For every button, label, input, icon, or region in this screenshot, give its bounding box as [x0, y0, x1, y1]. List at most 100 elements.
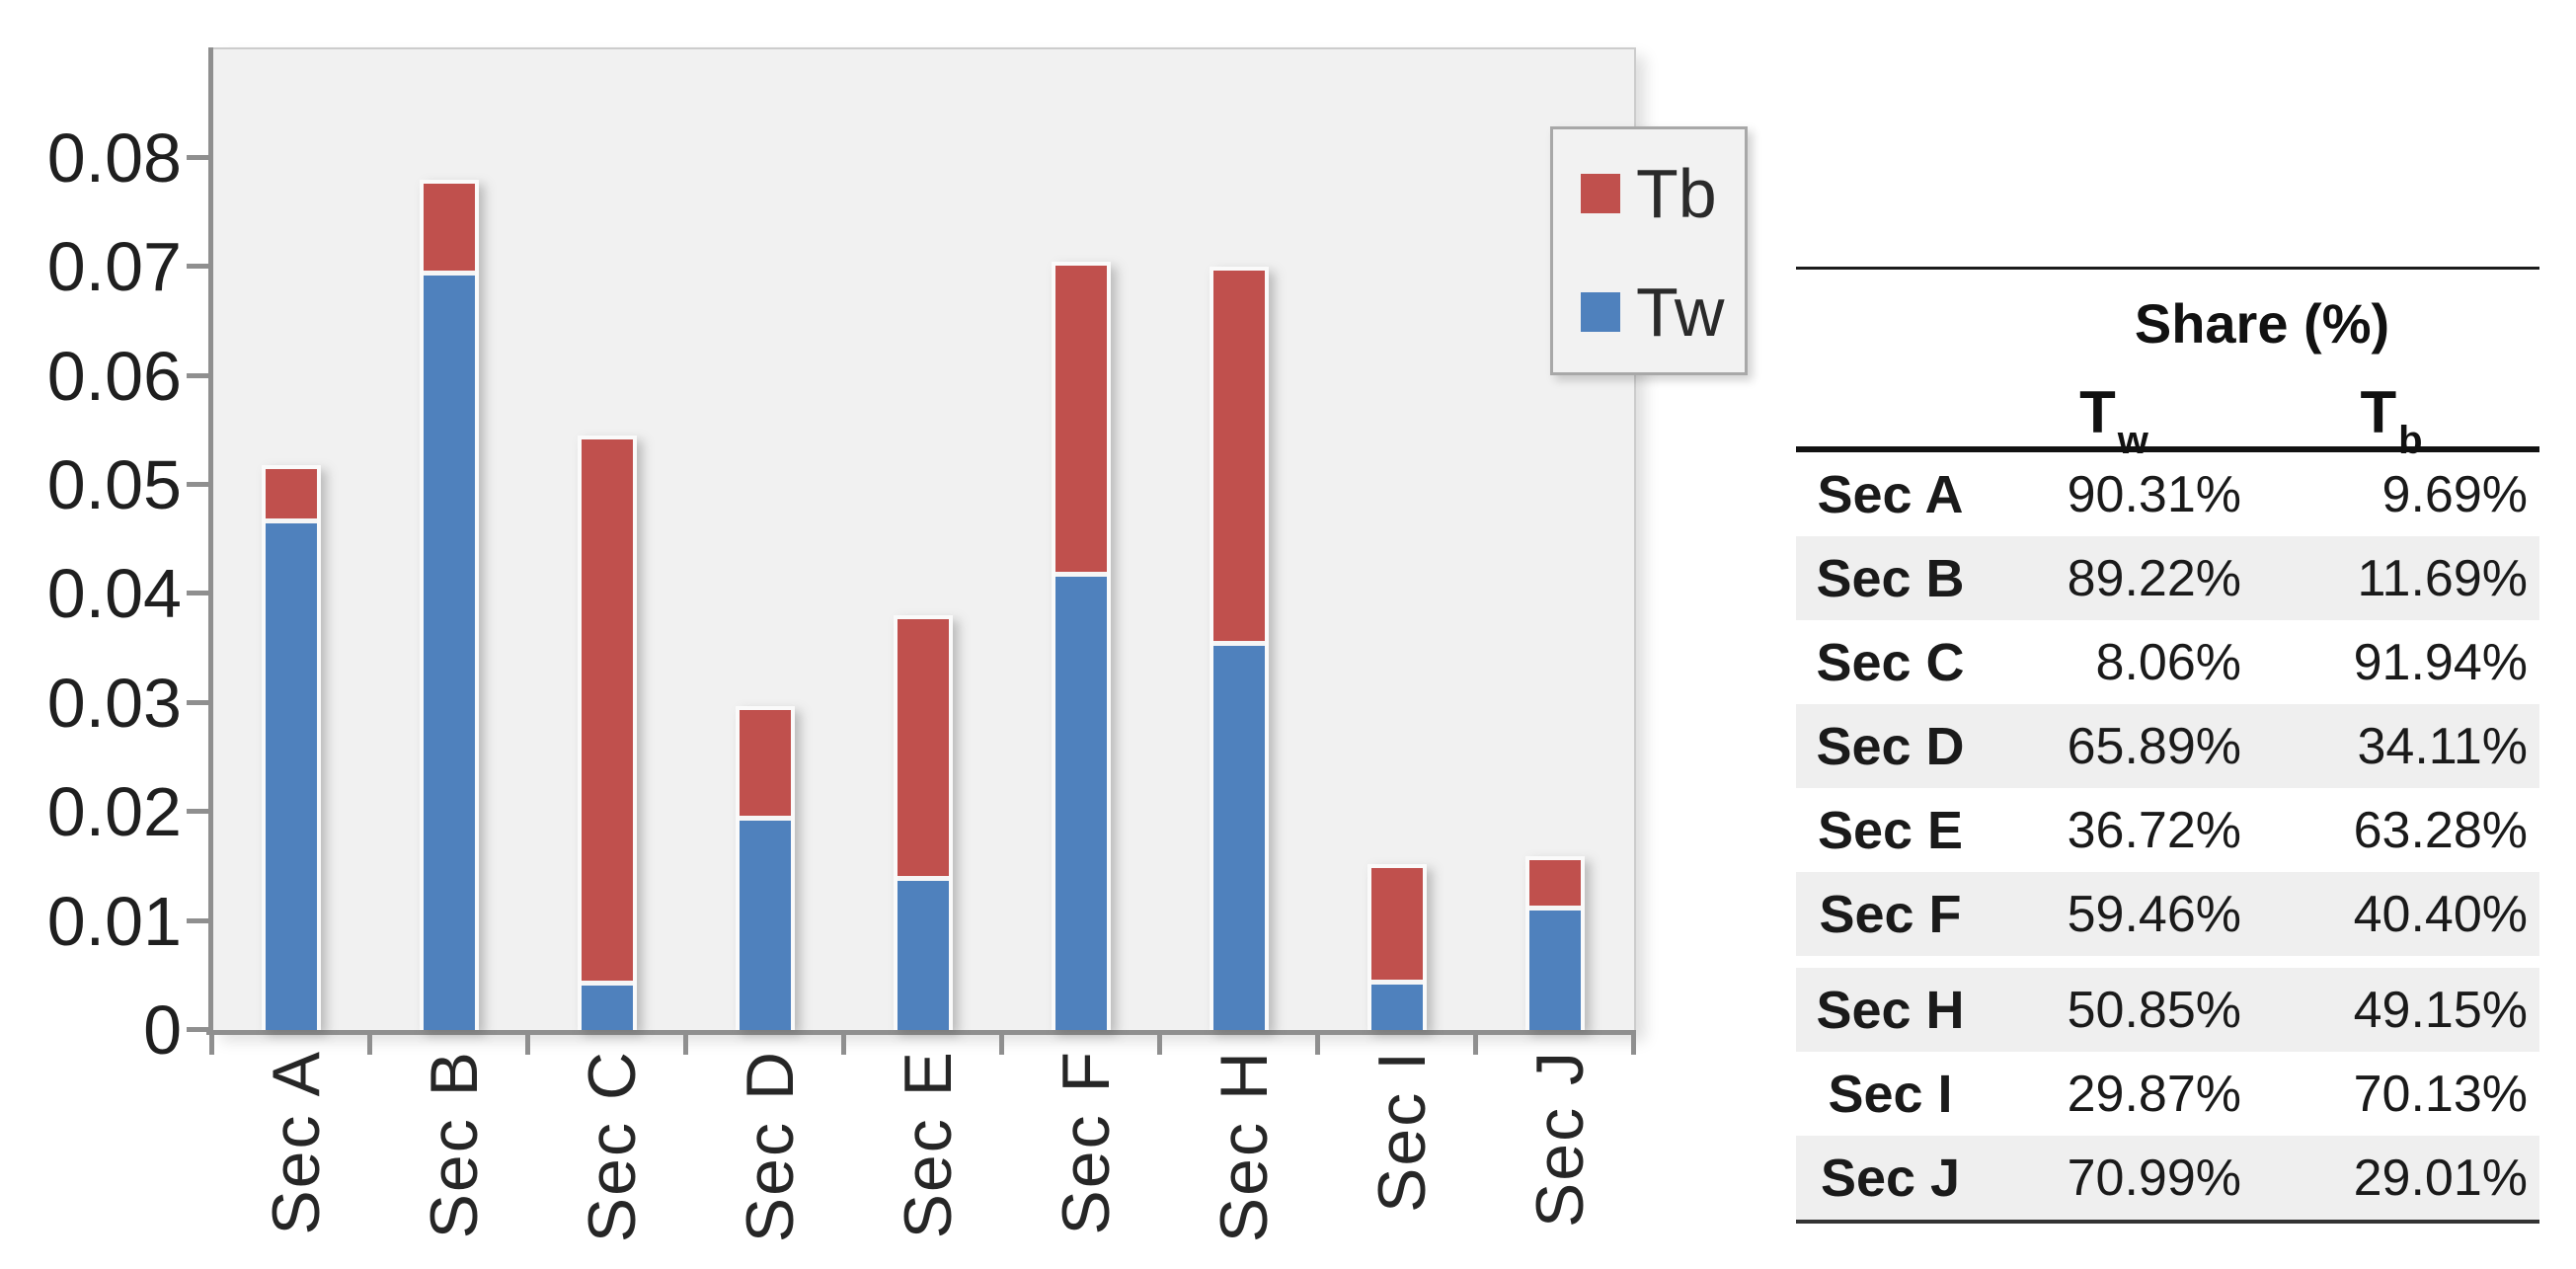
legend-item-label: Tb [1636, 155, 1717, 232]
bar-sec-h [1210, 267, 1269, 1030]
bar-segment-tw [1371, 985, 1423, 1030]
bar-segment-tb [424, 183, 475, 276]
tb-value: 91.94% [2353, 633, 2528, 691]
bar-segment-tb [582, 439, 633, 987]
row-label: Sec E [1817, 800, 1964, 860]
bar-sec-i [1367, 864, 1427, 1030]
bar-sec-j [1525, 856, 1585, 1030]
row-label: Sec H [1816, 980, 1965, 1040]
bar-segment-tb [1371, 868, 1423, 986]
y-tick-label: 0.04 [46, 555, 182, 633]
x-axis-tick [367, 1035, 372, 1055]
bar-segment-tw [1055, 577, 1107, 1030]
bar-sec-d [736, 706, 795, 1030]
tw-value: 65.89% [2067, 717, 2241, 775]
tb-value: 11.69% [2357, 549, 2528, 607]
y-axis-tick [187, 917, 210, 923]
legend-item-label: Tw [1636, 274, 1725, 351]
table-row: Sec E 36.72% 63.28% [1796, 788, 2539, 872]
table-row: Sec F 59.46% 40.40% [1796, 872, 2539, 956]
y-tick-label: 0.07 [46, 228, 182, 306]
x-tick-label: Sec H [1207, 1050, 1282, 1243]
bar-segment-tb [898, 619, 949, 882]
tb-value: 49.15% [2353, 981, 2528, 1039]
x-tick-label: Sec F [1049, 1050, 1124, 1235]
tw-value: 89.22% [2067, 549, 2241, 607]
table-row: Sec H 50.85% 49.15% [1796, 968, 2539, 1052]
bar-segment-tb [1213, 271, 1265, 646]
tb-header-base: T [2360, 379, 2397, 445]
y-tick-label: 0 [143, 991, 182, 1069]
row-label: Sec A [1817, 464, 1964, 524]
x-axis-tick [209, 1035, 214, 1055]
x-axis-tick [1473, 1035, 1478, 1055]
tb-header-sub: b [2398, 419, 2423, 462]
bar-sec-b [420, 179, 479, 1030]
tw-header-sub: w [2117, 419, 2148, 462]
tb-value: 34.11% [2357, 717, 2528, 775]
tw-value: 90.31% [2067, 465, 2241, 523]
table-header-row: Tw Tb [1796, 383, 2539, 461]
y-axis-tick [187, 154, 210, 160]
row-label: Sec D [1816, 716, 1965, 776]
y-tick-label: 0.01 [46, 882, 182, 960]
tb-value: 63.28% [2353, 801, 2528, 859]
x-axis-tick [1315, 1035, 1320, 1055]
x-tick-label: Sec D [733, 1050, 808, 1243]
bar-segment-tw [424, 275, 475, 1030]
y-tick-label: 0.02 [46, 773, 182, 851]
tw-value: 36.72% [2067, 801, 2241, 859]
legend: Tb Tw [1550, 126, 1748, 375]
table-row: Sec J 70.99% 29.01% [1796, 1136, 2539, 1220]
tw-legend-swatch-icon [1581, 292, 1620, 332]
table-row: Sec D 65.89% 34.11% [1796, 704, 2539, 788]
header-rule [1796, 446, 2539, 452]
table-rows: Sec A 90.31% 9.69% Sec B 89.22% 11.69% Sec C 8.… [1796, 452, 2539, 1220]
table-row: Sec C 8.06% 91.94% [1796, 620, 2539, 704]
x-axis-tick [1631, 1035, 1636, 1055]
x-axis-tick [525, 1035, 530, 1055]
bottom-rule [1796, 1220, 2539, 1224]
bar-segment-tw [1529, 911, 1581, 1030]
tw-value: 70.99% [2067, 1149, 2241, 1207]
x-axis-tick [683, 1035, 688, 1055]
bar-sec-a [262, 465, 321, 1030]
bar-sec-f [1052, 261, 1111, 1030]
y-tick-label: 0.06 [46, 337, 182, 415]
y-axis-tick [187, 699, 210, 705]
x-tick-label: Sec E [891, 1050, 966, 1239]
x-axis-tick [841, 1035, 846, 1055]
legend-item-tw: Tw [1581, 274, 1745, 351]
y-tick-label: 0.05 [46, 446, 182, 523]
y-axis-tick [187, 372, 210, 378]
tb-value: 40.40% [2353, 885, 2528, 943]
x-tick-label: Sec A [259, 1050, 334, 1235]
y-axis-tick [187, 482, 210, 487]
tw-value: 29.87% [2067, 1065, 2241, 1123]
bar-segment-tb [740, 710, 791, 821]
y-axis-tick [187, 809, 210, 815]
bar-sec-e [894, 615, 953, 1030]
x-tick-label: Sec I [1365, 1050, 1440, 1213]
tb-value: 70.13% [2353, 1065, 2528, 1123]
row-label: Sec F [1819, 884, 1962, 944]
bar-segment-tb [266, 469, 317, 524]
col-header-tb: Tb [2241, 383, 2539, 461]
col-header-tw: Tw [1985, 383, 2241, 461]
x-axis-tick [1157, 1035, 1162, 1055]
x-axis-line [206, 1030, 1636, 1035]
row-label: Sec J [1820, 1148, 1961, 1208]
y-axis-tick [187, 591, 210, 596]
y-tick-label: 0.03 [46, 664, 182, 742]
tw-value: 50.85% [2067, 981, 2241, 1039]
bar-sec-c [578, 436, 637, 1030]
bar-segment-tw [740, 820, 791, 1030]
bar-segment-tw [266, 523, 317, 1030]
table-row: Sec A 90.31% 9.69% [1796, 452, 2539, 536]
table-title: Share (%) [2134, 292, 2390, 355]
share-table: Share (%) Tw Tb Sec A 90.31% 9.69% Sec B 89.… [1796, 267, 2539, 1224]
bar-segment-tb [1055, 265, 1107, 578]
y-axis-tick [187, 264, 210, 270]
x-tick-label: Sec J [1522, 1050, 1598, 1229]
